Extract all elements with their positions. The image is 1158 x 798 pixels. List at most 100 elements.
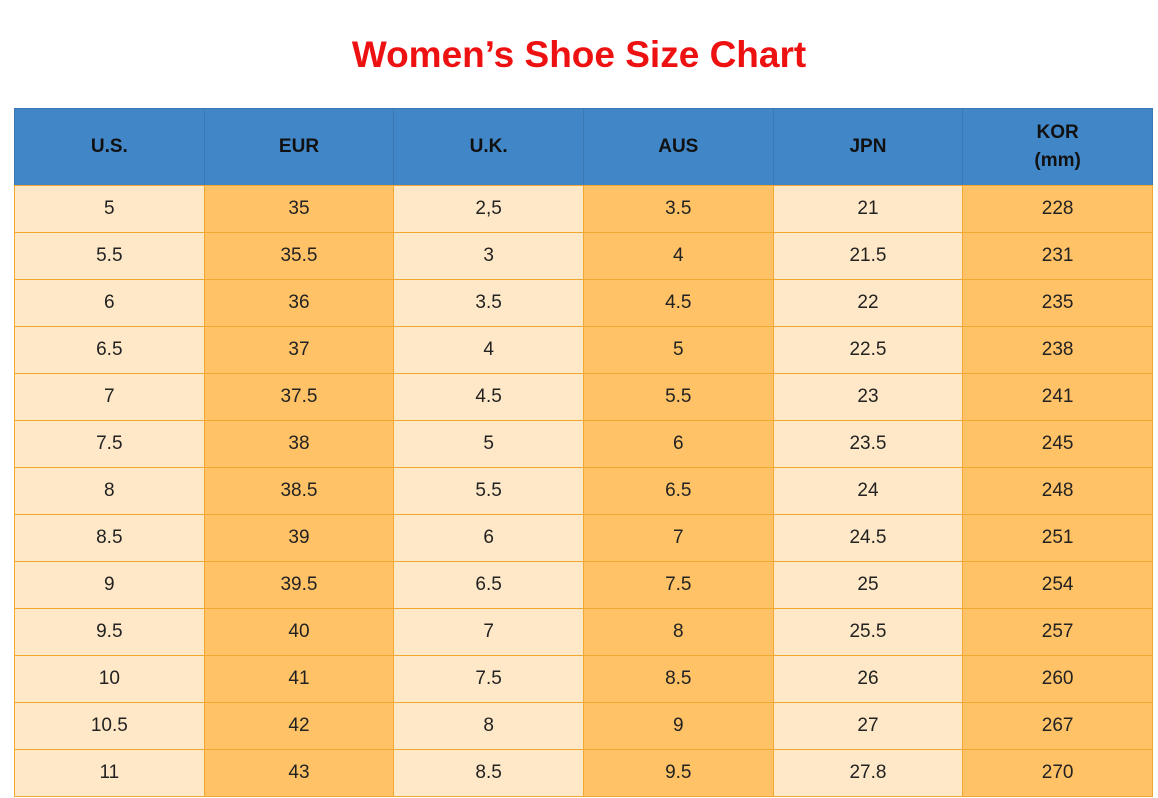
cell-eur: 37.5 — [203, 373, 395, 421]
cell-jpn: 23.5 — [772, 420, 964, 468]
cell-us: 10 — [14, 655, 205, 703]
cell-uk: 6.5 — [393, 561, 584, 609]
cell-kor: 231 — [962, 232, 1153, 280]
table-row: 10.5 42 8 9 27 267 — [14, 702, 1153, 750]
header-kor: KOR (mm) — [962, 108, 1153, 186]
header-kor-label: KOR — [1036, 122, 1079, 143]
cell-kor: 260 — [962, 655, 1153, 703]
header-eur: EUR — [203, 108, 395, 186]
cell-uk: 5 — [393, 420, 584, 468]
cell-jpn: 27.8 — [772, 749, 964, 797]
cell-jpn: 25.5 — [772, 608, 964, 656]
table-row: 6 36 3.5 4.5 22 235 — [14, 279, 1153, 327]
cell-kor: 270 — [962, 749, 1153, 797]
page-title: Women’s Shoe Size Chart — [351, 34, 807, 75]
cell-uk: 4.5 — [393, 373, 584, 421]
cell-us: 6.5 — [14, 326, 205, 374]
cell-jpn: 22.5 — [772, 326, 964, 374]
cell-kor: 254 — [962, 561, 1153, 609]
cell-aus: 5 — [582, 326, 774, 374]
table-row: 8 38.5 5.5 6.5 24 248 — [14, 467, 1153, 515]
cell-eur: 43 — [203, 749, 395, 797]
table-body: 5 35 2,5 3.5 21 228 5.5 35.5 3 4 21.5 231 6 36 3.5 4.5 2… — [14, 185, 1153, 797]
table-row: 7.5 38 5 6 23.5 245 — [14, 420, 1153, 468]
table-header: U.S. EUR U.K. AUS JPN KOR (mm) — [14, 108, 1153, 186]
cell-jpn: 24.5 — [772, 514, 964, 562]
cell-uk: 7.5 — [393, 655, 584, 703]
cell-uk: 3 — [393, 232, 584, 280]
cell-us: 7 — [14, 373, 205, 421]
cell-kor: 241 — [962, 373, 1153, 421]
table-row: 9 39.5 6.5 7.5 25 254 — [14, 561, 1153, 609]
cell-eur: 39.5 — [203, 561, 395, 609]
cell-us: 5 — [14, 185, 205, 233]
cell-aus: 8.5 — [582, 655, 774, 703]
cell-us: 10.5 — [14, 702, 205, 750]
cell-kor: 235 — [962, 279, 1153, 327]
header-uk-label: U.K. — [469, 136, 508, 157]
cell-eur: 38 — [203, 420, 395, 468]
cell-kor: 267 — [962, 702, 1153, 750]
cell-eur: 35.5 — [203, 232, 395, 280]
cell-uk: 7 — [393, 608, 584, 656]
header-uk: U.K. — [393, 108, 584, 186]
header-jpn: JPN — [772, 108, 964, 186]
cell-jpn: 24 — [772, 467, 964, 515]
cell-kor: 228 — [962, 185, 1153, 233]
header-eur-label: EUR — [278, 136, 320, 157]
cell-aus: 5.5 — [582, 373, 774, 421]
cell-uk: 8 — [393, 702, 584, 750]
cell-us: 9.5 — [14, 608, 205, 656]
cell-us: 11 — [14, 749, 205, 797]
cell-eur: 40 — [203, 608, 395, 656]
cell-us: 8 — [14, 467, 205, 515]
cell-jpn: 22 — [772, 279, 964, 327]
table-row: 5.5 35.5 3 4 21.5 231 — [14, 232, 1153, 280]
header-kor-unit: (mm) — [1034, 150, 1081, 171]
cell-aus: 4.5 — [582, 279, 774, 327]
cell-uk: 4 — [393, 326, 584, 374]
cell-eur: 39 — [203, 514, 395, 562]
cell-jpn: 23 — [772, 373, 964, 421]
cell-aus: 9 — [582, 702, 774, 750]
table-row: 5 35 2,5 3.5 21 228 — [14, 185, 1153, 233]
table-row: 8.5 39 6 7 24.5 251 — [14, 514, 1153, 562]
cell-uk: 8.5 — [393, 749, 584, 797]
cell-kor: 248 — [962, 467, 1153, 515]
header-aus: AUS — [582, 108, 774, 186]
cell-kor: 245 — [962, 420, 1153, 468]
cell-us: 9 — [14, 561, 205, 609]
cell-eur: 35 — [203, 185, 395, 233]
cell-eur: 38.5 — [203, 467, 395, 515]
table-row: 9.5 40 7 8 25.5 257 — [14, 608, 1153, 656]
table-row: 6.5 37 4 5 22.5 238 — [14, 326, 1153, 374]
cell-aus: 7 — [582, 514, 774, 562]
header-us-label: U.S. — [90, 136, 128, 157]
cell-us: 7.5 — [14, 420, 205, 468]
cell-uk: 6 — [393, 514, 584, 562]
cell-jpn: 21 — [772, 185, 964, 233]
cell-kor: 238 — [962, 326, 1153, 374]
table-row: 11 43 8.5 9.5 27.8 270 — [14, 749, 1153, 797]
cell-eur: 42 — [203, 702, 395, 750]
cell-aus: 6 — [582, 420, 774, 468]
header-aus-label: AUS — [658, 136, 699, 157]
cell-aus: 8 — [582, 608, 774, 656]
cell-eur: 37 — [203, 326, 395, 374]
cell-eur: 41 — [203, 655, 395, 703]
table-row: 10 41 7.5 8.5 26 260 — [14, 655, 1153, 703]
cell-us: 6 — [14, 279, 205, 327]
header-row: U.S. EUR U.K. AUS JPN KOR (mm) — [14, 108, 1153, 186]
cell-jpn: 21.5 — [772, 232, 964, 280]
cell-jpn: 25 — [772, 561, 964, 609]
cell-uk: 3.5 — [393, 279, 584, 327]
cell-aus: 7.5 — [582, 561, 774, 609]
cell-kor: 257 — [962, 608, 1153, 656]
cell-us: 5.5 — [14, 232, 205, 280]
cell-uk: 2,5 — [393, 185, 584, 233]
table-row: 7 37.5 4.5 5.5 23 241 — [14, 373, 1153, 421]
cell-aus: 9.5 — [582, 749, 774, 797]
cell-uk: 5.5 — [393, 467, 584, 515]
header-jpn-label: JPN — [849, 136, 887, 157]
cell-us: 8.5 — [14, 514, 205, 562]
